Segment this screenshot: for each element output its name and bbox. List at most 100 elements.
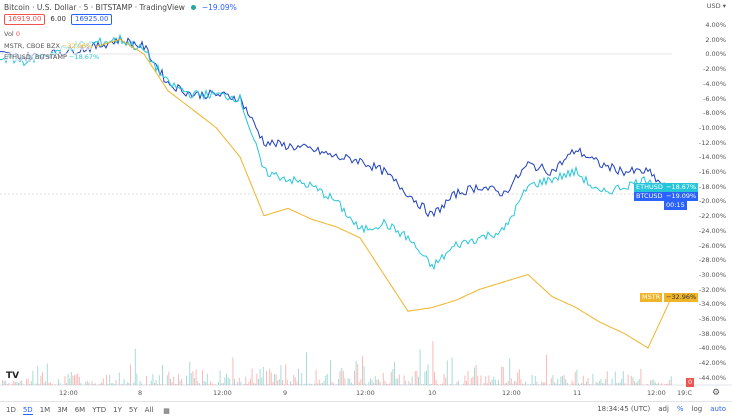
percent-toggle[interactable]: % [676, 405, 684, 413]
volume-bar [291, 383, 293, 385]
volume-bar [397, 378, 399, 385]
volume-bar [507, 381, 509, 385]
volume-bar [18, 382, 19, 385]
volume-bar [235, 384, 237, 385]
log-toggle[interactable]: log [691, 405, 703, 413]
volume-bar [410, 383, 411, 385]
volume-bar [171, 382, 173, 385]
volume-bar [486, 383, 488, 385]
volume-bar [491, 379, 493, 385]
volume-bar [178, 374, 179, 385]
volume-bar [189, 361, 191, 385]
settings-gear-icon[interactable]: ⚙ [712, 388, 721, 398]
y-tick-label: -26.00% [698, 241, 726, 250]
legend-name: ETHUSD, BITSTAMP [4, 53, 67, 61]
volume-bar [46, 363, 48, 385]
volume-bar [246, 383, 248, 385]
volume-bar [195, 369, 197, 385]
volume-bar [126, 382, 128, 385]
range-all[interactable]: All [144, 406, 154, 414]
volume-bar [5, 380, 7, 385]
volume-bar [339, 370, 341, 385]
volume-bar [635, 382, 637, 385]
range-1d[interactable]: 1D [6, 406, 16, 414]
volume-bar [8, 383, 10, 385]
volume-bar [101, 382, 103, 385]
volume-bar [514, 380, 515, 385]
volume-bar [315, 369, 317, 385]
range-5d[interactable]: 5D [22, 406, 33, 415]
volume-bar [254, 383, 256, 385]
legend-eth[interactable]: ETHUSD, BITSTAMP −18.67% [4, 53, 100, 61]
volume-bar [640, 369, 642, 385]
volume-bar [651, 379, 653, 385]
volume-bar [238, 377, 240, 385]
range-1y[interactable]: 1Y [113, 406, 122, 414]
volume-bar [429, 384, 431, 385]
y-tick-label: -16.00% [698, 168, 726, 176]
volume-bar [6, 384, 8, 385]
volume-bar [194, 378, 195, 385]
legend-mstr[interactable]: MSTR, CBOE BZX −32.96% [4, 42, 93, 50]
volume-bar [54, 384, 56, 385]
range-1m[interactable]: 1M [39, 406, 51, 414]
volume-bar [621, 378, 623, 385]
volume-bar [120, 384, 122, 385]
volume-bar [445, 377, 447, 385]
volume-bar [58, 379, 59, 385]
volume-bar [525, 381, 527, 385]
volume-bar [552, 375, 554, 385]
volume-bar [392, 369, 394, 385]
range-3m[interactable]: 3M [57, 406, 68, 414]
volume-bar [589, 384, 591, 385]
x-tick-label: 8 [138, 389, 143, 397]
volume-bar [563, 374, 565, 385]
volume-bar [520, 379, 522, 385]
volume-bar [426, 370, 427, 385]
volume-bar [154, 382, 155, 385]
volume-bar [50, 382, 51, 385]
volume-bar [373, 382, 375, 385]
volume-bar [211, 383, 213, 385]
volume-bar [387, 384, 389, 385]
volume-bar [581, 382, 583, 385]
spread: 6.00 [50, 15, 66, 23]
range-5y[interactable]: 5Y [128, 406, 138, 414]
volume-bar [472, 376, 474, 385]
volume-bar [64, 376, 66, 385]
date-range-icon[interactable]: ▦ [163, 406, 170, 415]
y-tick-label: -18.00% [698, 182, 726, 191]
adj-toggle[interactable]: adj [658, 405, 669, 413]
volume-bar [221, 383, 223, 385]
volume-bar [253, 382, 255, 385]
volume-bar [274, 374, 275, 385]
volume-bar [419, 349, 421, 385]
volume-bar [517, 372, 519, 385]
volume-bar [658, 382, 659, 385]
volume-bar [582, 375, 584, 385]
volume-bar [26, 379, 27, 385]
currency-menu[interactable]: USD ▾ [706, 2, 726, 10]
volume-bar [464, 375, 466, 385]
series-line-ethusd [0, 33, 673, 271]
sell-button[interactable]: 16919.00 [4, 14, 46, 25]
volume-bar [667, 383, 669, 385]
volume-bar [550, 378, 552, 385]
volume-bar [382, 372, 384, 385]
volume-bar [243, 383, 245, 385]
volume-bar [94, 383, 96, 385]
y-tick-label: -14.00% [698, 153, 726, 162]
y-tick-label: -4.00% [703, 79, 726, 88]
volume-bar [371, 379, 373, 385]
volume-bar [88, 382, 90, 385]
volume-bar [294, 377, 296, 385]
buy-button[interactable]: 16925.00 [71, 14, 113, 25]
range-ytd[interactable]: YTD [92, 406, 107, 414]
auto-toggle[interactable]: auto [710, 405, 726, 413]
volume-bar [66, 383, 67, 385]
volume-bar [541, 381, 543, 385]
volume-bar [208, 384, 210, 385]
volume-bar [293, 374, 295, 385]
range-6m[interactable]: 6M [74, 406, 86, 414]
